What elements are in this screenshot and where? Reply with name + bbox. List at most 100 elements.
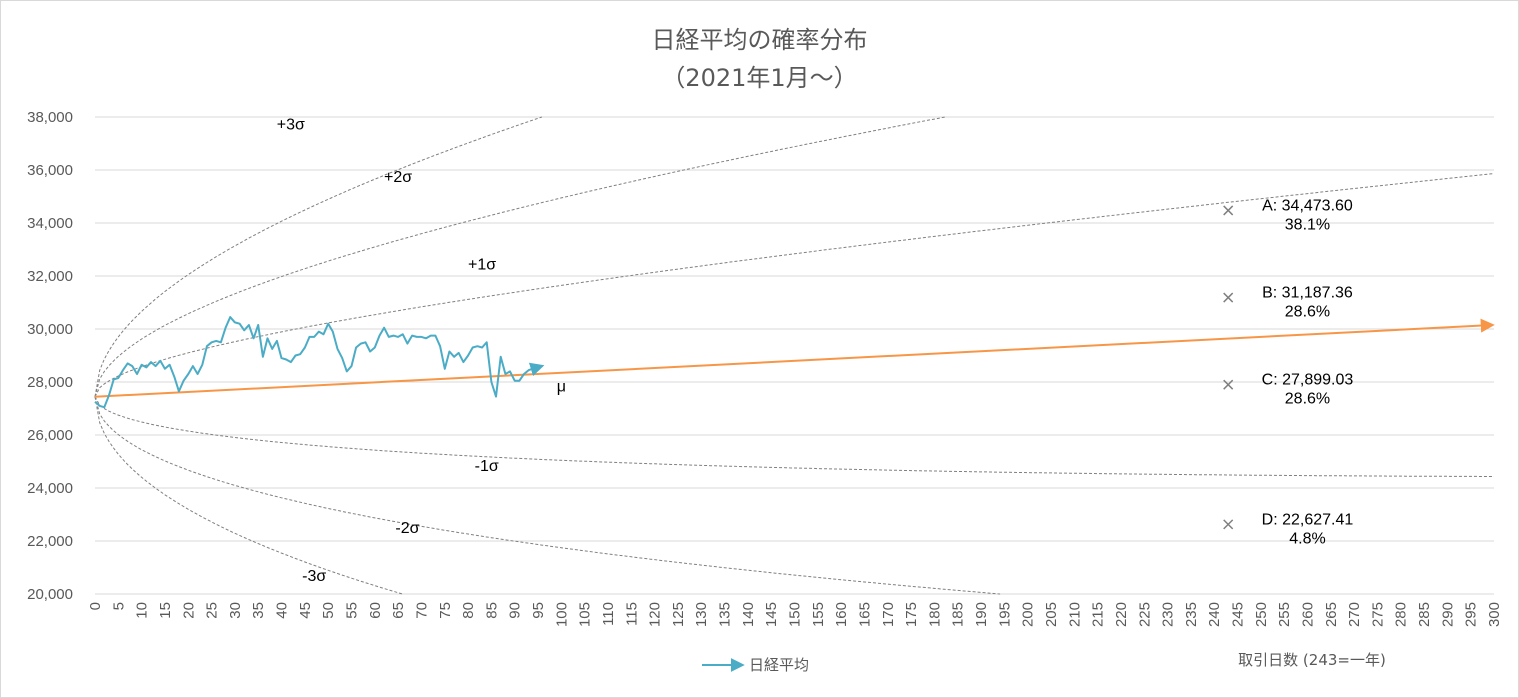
x-tick-label: 285 — [1416, 602, 1433, 627]
sigma-label: +1σ — [468, 256, 496, 273]
y-tick-label: 22,000 — [27, 533, 73, 550]
x-tick-label: 50 — [320, 602, 337, 619]
x-tick-label: 280 — [1393, 602, 1410, 627]
x-tick-label: 135 — [717, 602, 734, 627]
x-tick-label: 300 — [1486, 602, 1503, 627]
x-tick-label: 145 — [763, 602, 780, 627]
target-marker — [1223, 379, 1234, 390]
target-marker — [1223, 205, 1234, 216]
sigma-curve — [94, 116, 543, 397]
y-tick-label: 36,000 — [27, 162, 73, 179]
x-tick-label: 40 — [274, 602, 291, 619]
x-tick-label: 220 — [1113, 602, 1130, 627]
x-tick-label: 185 — [950, 602, 967, 627]
x-tick-label: 20 — [180, 602, 197, 619]
x-tick-label: 125 — [670, 602, 687, 627]
sigma-label: -3σ — [302, 568, 326, 585]
x-tick-label: 140 — [740, 602, 757, 627]
chart-subtitle: （2021年1月～） — [661, 64, 858, 92]
x-tick-label: 240 — [1206, 602, 1223, 627]
y-tick-label: 34,000 — [27, 215, 73, 232]
x-tick-label: 55 — [343, 602, 360, 619]
target-prob-label: 28.6% — [1285, 304, 1330, 321]
x-tick-label: 275 — [1369, 602, 1386, 627]
x-tick-label: 195 — [996, 602, 1013, 627]
x-tick-label: 150 — [787, 602, 804, 627]
x-tick-label: 215 — [1090, 602, 1107, 627]
x-tick-label: 265 — [1323, 602, 1340, 627]
target-prob-label: 28.6% — [1285, 391, 1330, 408]
y-tick-label: 30,000 — [27, 321, 73, 338]
x-tick-label: 175 — [903, 602, 920, 627]
sigma-curve — [94, 396, 1494, 477]
target-marker — [1223, 292, 1234, 303]
sigma-curve — [94, 396, 1001, 595]
x-tick-label: 10 — [134, 602, 151, 619]
x-tick-label: 250 — [1253, 602, 1270, 627]
x-tick-label: 65 — [390, 602, 407, 619]
x-tick-label: 75 — [437, 602, 454, 619]
legend-label: 日経平均 — [749, 656, 809, 674]
x-tick-label: 160 — [833, 602, 850, 627]
x-tick-label: 205 — [1043, 602, 1060, 627]
sigma-curve — [94, 116, 946, 397]
x-tick-label: 90 — [507, 602, 524, 619]
target-value-label: A: 34,473.60 — [1262, 197, 1353, 214]
target-prob-label: 38.1% — [1285, 216, 1330, 233]
x-tick-label: 100 — [553, 602, 570, 627]
x-tick-label: 0 — [87, 602, 104, 610]
sigma-curve — [94, 396, 403, 595]
y-tick-label: 38,000 — [27, 109, 73, 126]
x-tick-label: 35 — [250, 602, 267, 619]
x-tick-label: 235 — [1183, 602, 1200, 627]
sigma-label: -2σ — [395, 520, 419, 537]
x-tick-label: 115 — [623, 602, 640, 626]
x-tick-label: 245 — [1230, 602, 1247, 627]
y-tick-label: 26,000 — [27, 427, 73, 444]
x-tick-label: 230 — [1160, 602, 1177, 627]
mu-label: μ — [557, 378, 566, 395]
x-tick-label: 120 — [647, 602, 664, 627]
x-tick-label: 170 — [880, 602, 897, 627]
y-tick-label: 28,000 — [27, 374, 73, 391]
x-tick-label: 180 — [926, 602, 943, 627]
x-tick-label: 130 — [693, 602, 710, 627]
x-tick-label: 260 — [1299, 602, 1316, 627]
x-tick-label: 290 — [1439, 602, 1456, 627]
sigma-label: -1σ — [475, 458, 499, 475]
x-tick-label: 210 — [1066, 602, 1083, 627]
mu-trend-line — [94, 318, 1495, 398]
x-tick-label: 70 — [413, 602, 430, 619]
x-tick-label: 45 — [297, 602, 314, 619]
x-tick-label: 165 — [856, 602, 873, 627]
x-tick-label: 60 — [367, 602, 384, 619]
x-tick-label: 255 — [1276, 602, 1293, 627]
target-value-label: B: 31,187.36 — [1262, 285, 1353, 302]
x-tick-label: 270 — [1346, 602, 1363, 627]
x-axis-label: 取引日数 (243=一年) — [1238, 651, 1386, 669]
x-tick-label: 200 — [1020, 602, 1037, 627]
x-tick-label: 155 — [810, 602, 827, 627]
x-tick-label: 5 — [110, 602, 127, 610]
x-tick-label: 15 — [157, 602, 174, 619]
x-tick-label: 190 — [973, 602, 990, 627]
sigma-label: +3σ — [277, 117, 305, 134]
x-tick-label: 95 — [530, 602, 547, 619]
chart-title: 日経平均の確率分布 — [651, 26, 868, 54]
target-prob-label: 4.8% — [1289, 530, 1325, 547]
y-tick-label: 20,000 — [27, 586, 73, 603]
target-value-label: C: 27,899.03 — [1262, 372, 1354, 389]
x-tick-label: 30 — [227, 602, 244, 619]
sigma-curve — [94, 173, 1495, 397]
x-tick-label: 295 — [1463, 602, 1480, 627]
target-value-label: D: 22,627.41 — [1262, 511, 1354, 528]
x-tick-label: 85 — [483, 602, 500, 619]
x-tick-label: 225 — [1136, 602, 1153, 627]
x-tick-label: 105 — [577, 602, 594, 627]
target-marker — [1223, 519, 1234, 530]
sigma-label: +2σ — [384, 169, 412, 186]
y-tick-label: 24,000 — [27, 480, 73, 497]
nikkei-series-line — [94, 316, 545, 409]
